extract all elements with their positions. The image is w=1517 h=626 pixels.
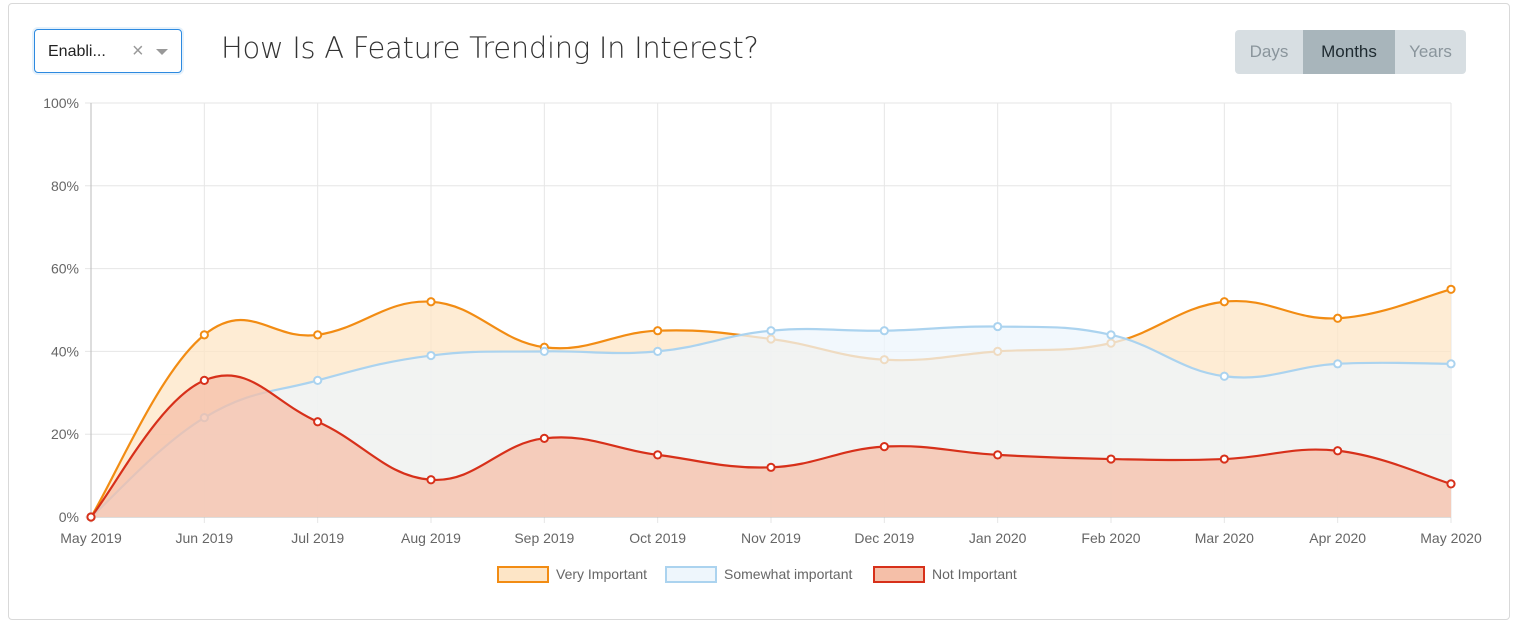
x-tick-label: Jun 2019 [176, 530, 234, 546]
data-point [879, 326, 889, 336]
legend-item: Not Important [873, 566, 1017, 583]
x-tick-label: Nov 2019 [741, 530, 801, 546]
legend-label: Not Important [932, 566, 1017, 582]
chevron-down-icon[interactable] [156, 49, 168, 55]
data-point [86, 512, 96, 522]
data-point [426, 297, 436, 307]
x-tick-label: Aug 2019 [401, 530, 461, 546]
data-point [426, 475, 436, 485]
y-tick-label: 40% [51, 343, 79, 359]
data-point [766, 326, 776, 336]
data-point [653, 450, 663, 460]
legend-item: Somewhat important [665, 566, 853, 583]
x-tick-label: Sep 2019 [514, 530, 574, 546]
years-button[interactable]: Years [1395, 30, 1466, 74]
data-point [1446, 284, 1456, 294]
y-tick-label: 60% [51, 261, 79, 277]
x-tick-label: Apr 2020 [1309, 530, 1366, 546]
legend-swatch [497, 566, 549, 583]
data-point [313, 375, 323, 385]
x-tick-label: Feb 2020 [1081, 530, 1140, 546]
x-tick-label: Oct 2019 [629, 530, 686, 546]
data-point [653, 326, 663, 336]
data-point [1219, 371, 1229, 381]
x-tick-label: May 2019 [60, 530, 122, 546]
data-point [313, 417, 323, 427]
data-point [1219, 297, 1229, 307]
data-point [1106, 454, 1116, 464]
data-point [1333, 446, 1343, 456]
feature-filter-value: Enabli... [48, 43, 106, 60]
y-tick-label: 80% [51, 178, 79, 194]
data-point [993, 450, 1003, 460]
data-point [313, 330, 323, 340]
data-point [426, 350, 436, 361]
data-point [199, 330, 209, 340]
x-tick-label: Mar 2020 [1195, 530, 1254, 546]
legend-label: Very Important [556, 566, 647, 582]
x-tick-label: May 2020 [1420, 530, 1482, 546]
data-point [1333, 313, 1343, 323]
x-tick-label: Jan 2020 [969, 530, 1027, 546]
data-point [199, 375, 209, 385]
y-tick-label: 20% [51, 426, 79, 442]
series-not-important [86, 374, 1456, 522]
legend: Very Important Somewhat important Not Impo… [497, 566, 1017, 583]
data-point [1446, 359, 1456, 369]
period-toggle: Days Months Years [1235, 30, 1466, 74]
data-point [539, 346, 549, 356]
legend-swatch [873, 566, 925, 583]
feature-filter-select[interactable]: Enabli... × [34, 29, 182, 73]
legend-label: Somewhat important [724, 566, 853, 582]
y-tick-label: 100% [43, 95, 79, 111]
data-point [1106, 330, 1116, 340]
data-point [1446, 479, 1456, 489]
chart-title: How Is A Feature Trending In Interest? [221, 31, 759, 65]
data-point [653, 346, 663, 356]
data-point [1333, 359, 1343, 369]
data-point [766, 462, 776, 472]
data-point [993, 321, 1003, 332]
x-tick-label: Jul 2019 [291, 530, 344, 546]
y-tick-label: 0% [59, 509, 79, 525]
days-button[interactable]: Days [1235, 30, 1303, 74]
months-button[interactable]: Months [1303, 30, 1395, 74]
clear-icon[interactable]: × [132, 40, 144, 62]
data-point [539, 433, 549, 443]
legend-item: Very Important [497, 566, 647, 583]
x-tick-label: Dec 2019 [854, 530, 914, 546]
legend-swatch [665, 566, 717, 583]
data-point [1219, 454, 1229, 464]
data-point [879, 442, 889, 452]
